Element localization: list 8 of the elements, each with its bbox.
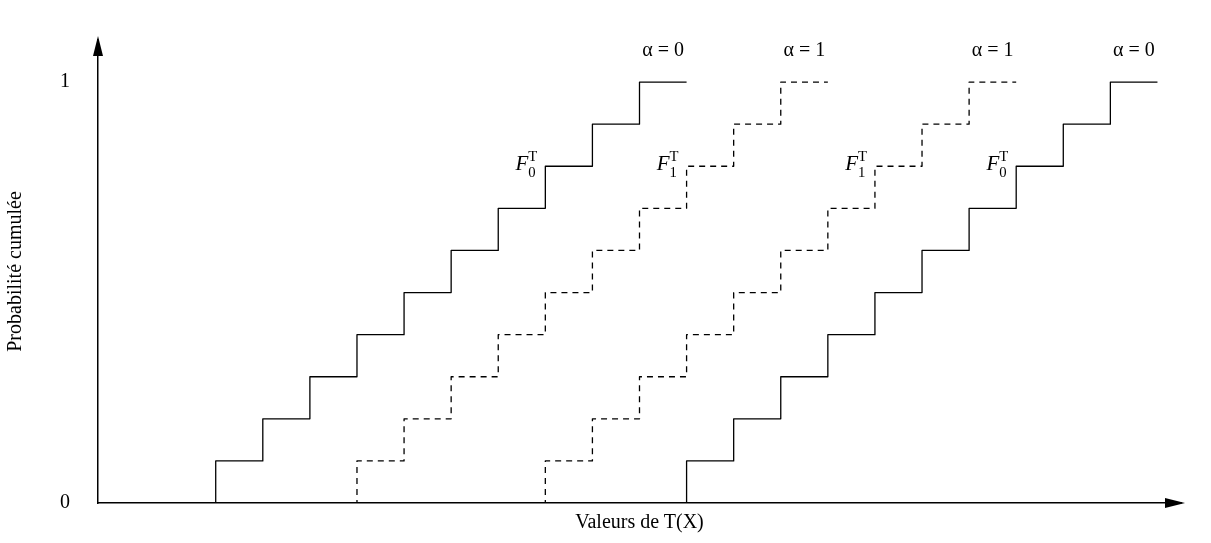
annotation: α = 0: [1113, 38, 1155, 61]
y-tick-label: 0: [60, 490, 70, 513]
annotation: α = 0: [642, 38, 684, 61]
x-axis-title: Valeurs de T(X): [575, 510, 704, 534]
y-axis-title: Probabilité cumulée: [3, 191, 26, 352]
y-tick-label: 1: [60, 69, 70, 92]
annotation: α = 1: [971, 38, 1014, 61]
annotation: α = 1: [783, 38, 826, 61]
